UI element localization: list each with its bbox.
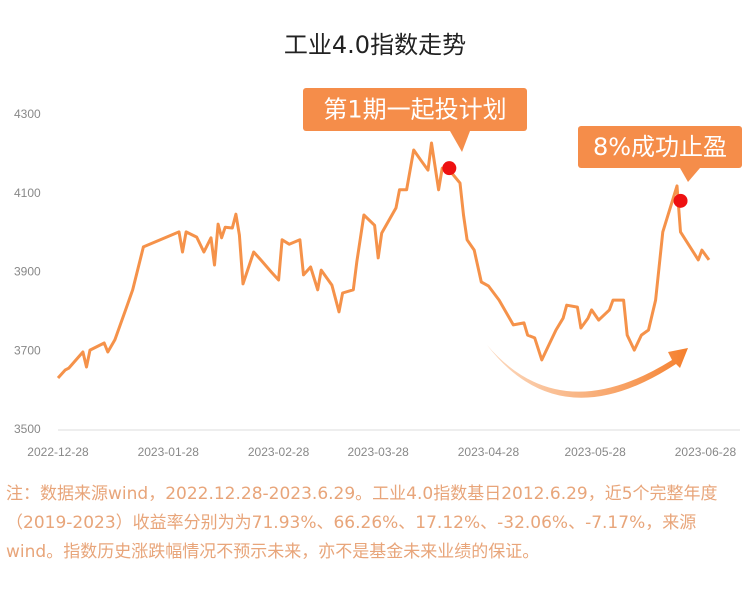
chart-title: 工业4.0指数走势 [284,31,466,59]
highlight-dot [673,193,688,208]
x-tick-label: 2023-04-28 [458,445,520,459]
callout-box [303,88,527,131]
trend-arrow [487,345,688,398]
x-tick-label: 2023-02-28 [248,445,310,459]
callout-pointer [450,131,470,152]
y-tick-label: 4100 [14,186,41,200]
y-tick-label: 3700 [14,343,41,357]
series-line [56,141,711,380]
callout-text: 第1期一起投计划 [323,96,506,124]
callout-text: 8%成功止盈 [593,133,727,161]
x-tick-label: 2023-03-28 [347,445,409,459]
y-tick-label: 3900 [14,265,41,279]
y-tick-label: 3500 [14,422,41,436]
callout-pointer [680,168,700,182]
x-tick-label: 2023-05-28 [564,445,626,459]
y-tick-label: 4300 [14,107,41,121]
x-tick-label: 2023-06-28 [675,445,737,459]
footnote: 注：数据来源wind，2022.12.28-2023.6.29。工业4.0指数基… [6,484,718,562]
callout-box [578,126,742,168]
x-tick-label: 2023-01-28 [138,445,200,459]
chart: 工业4.0指数走势 3500 3700 3900 4100 4300 2022-12-28… [14,31,742,459]
highlight-dot [442,161,457,176]
x-tick-label: 2022-12-28 [27,445,89,459]
